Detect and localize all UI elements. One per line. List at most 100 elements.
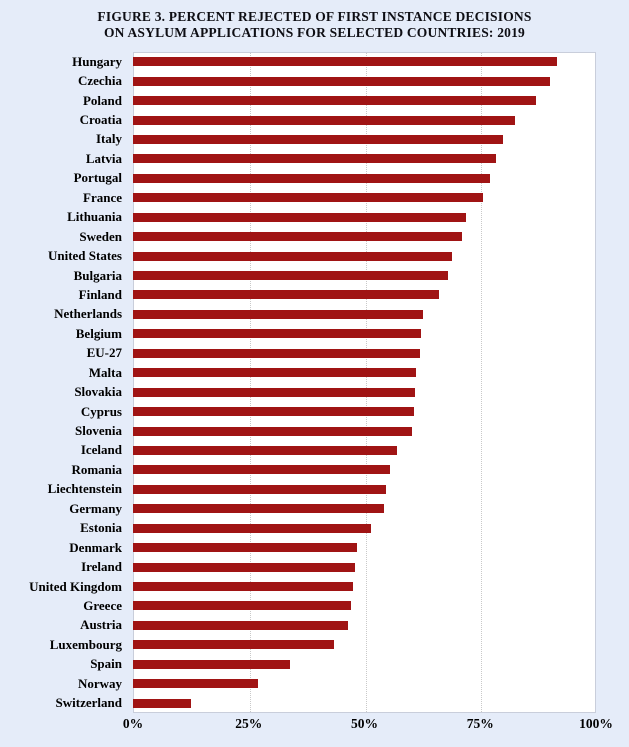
bar: [133, 620, 349, 630]
bar-track: [133, 208, 596, 227]
bar-row: Romania: [0, 460, 596, 479]
country-label: Cyprus: [80, 403, 122, 419]
bar-track: [133, 557, 596, 576]
bar-track: [133, 110, 596, 129]
country-label: Lithuania: [67, 209, 122, 225]
country-label: Luxembourg: [49, 636, 122, 652]
country-label: United Kingdom: [29, 578, 122, 594]
bar-row: Norway: [0, 674, 596, 693]
bar-row: United Kingdom: [0, 577, 596, 596]
country-label: Netherlands: [54, 306, 122, 322]
bar-track: [133, 285, 596, 304]
bar-row: Latvia: [0, 149, 596, 168]
bar-row: Luxembourg: [0, 635, 596, 654]
bar: [133, 251, 453, 261]
bar-row: France: [0, 188, 596, 207]
bar-row: Greece: [0, 596, 596, 615]
country-label: Sweden: [79, 228, 122, 244]
x-tick-label: 25%: [235, 716, 263, 731]
bar-track: [133, 227, 596, 246]
bar: [133, 679, 258, 689]
bar-row: Slovakia: [0, 382, 596, 401]
bar-track: [133, 674, 596, 693]
bar-track: [133, 52, 596, 71]
country-label: Italy: [96, 131, 122, 147]
country-label: Croatia: [79, 112, 122, 128]
bar-track: [133, 130, 596, 149]
bar-track: [133, 596, 596, 615]
bar: [133, 445, 397, 455]
bar: [133, 562, 356, 572]
bar-track: [133, 460, 596, 479]
bar-row: Austria: [0, 616, 596, 635]
bar-track: [133, 480, 596, 499]
bar-track: [133, 91, 596, 110]
bar: [133, 582, 353, 592]
bar: [133, 76, 550, 86]
country-label: Estonia: [80, 520, 122, 536]
bar-row: Iceland: [0, 441, 596, 460]
bar: [133, 640, 335, 650]
country-label: Belgium: [75, 325, 122, 341]
country-label: Norway: [77, 675, 122, 691]
country-label: Switzerland: [55, 695, 122, 711]
country-label: EU-27: [86, 345, 122, 361]
x-tick-label: 100%: [579, 716, 613, 731]
country-label: Germany: [69, 500, 122, 516]
bar-row: EU-27: [0, 344, 596, 363]
country-label: Slovakia: [74, 384, 122, 400]
bar-row: Liechtenstein: [0, 480, 596, 499]
bar-track: [133, 266, 596, 285]
bar-row: Cyprus: [0, 402, 596, 421]
bar: [133, 368, 417, 378]
gridline-25%: [249, 53, 251, 712]
bar-row: Spain: [0, 655, 596, 674]
country-label: Ireland: [81, 559, 122, 575]
bar: [133, 96, 536, 106]
bar-track: [133, 363, 596, 382]
bar-track: [133, 246, 596, 265]
bar: [133, 659, 291, 669]
bar: [133, 387, 415, 397]
country-label: Slovenia: [75, 423, 122, 439]
country-label: Romania: [71, 461, 122, 477]
country-label: Denmark: [69, 539, 122, 555]
figure-title-line2: ON ASYLUM APPLICATIONS FOR SELECTED COUN…: [103, 24, 525, 40]
bar-track: [133, 441, 596, 460]
gridline-50%: [365, 53, 367, 712]
bar: [133, 134, 504, 144]
bar-row: Ireland: [0, 557, 596, 576]
bar: [133, 601, 351, 611]
bar-row: Belgium: [0, 324, 596, 343]
bar: [133, 543, 357, 553]
x-tick-label: 75%: [466, 716, 494, 731]
bar-track: [133, 382, 596, 401]
figure-title: FIGURE 3. PERCENT REJECTED OF FIRST INST…: [0, 9, 629, 40]
bar-row: Portugal: [0, 169, 596, 188]
country-label: Malta: [88, 364, 122, 380]
bar-row: Poland: [0, 91, 596, 110]
country-label: France: [83, 189, 122, 205]
bar-row: Estonia: [0, 519, 596, 538]
bar: [133, 212, 467, 222]
bar-track: [133, 519, 596, 538]
bar: [133, 484, 386, 494]
bar-track: [133, 499, 596, 518]
bar: [133, 523, 371, 533]
bar-row: Denmark: [0, 538, 596, 557]
bar: [133, 426, 412, 436]
bar-track: [133, 188, 596, 207]
bar: [133, 115, 515, 125]
bar-track: [133, 324, 596, 343]
bar-track: [133, 693, 596, 712]
bar-track: [133, 538, 596, 557]
bar-row: Sweden: [0, 227, 596, 246]
bar-rows: Hungary Czechia Poland Croatia Italy Latvia Po…: [0, 52, 596, 713]
country-label: Iceland: [80, 442, 122, 458]
x-tick-label: 50%: [351, 716, 378, 731]
bar-track: [133, 402, 596, 421]
bar: [133, 57, 557, 67]
country-label: Liechtenstein: [47, 481, 122, 497]
bar-row: Netherlands: [0, 305, 596, 324]
